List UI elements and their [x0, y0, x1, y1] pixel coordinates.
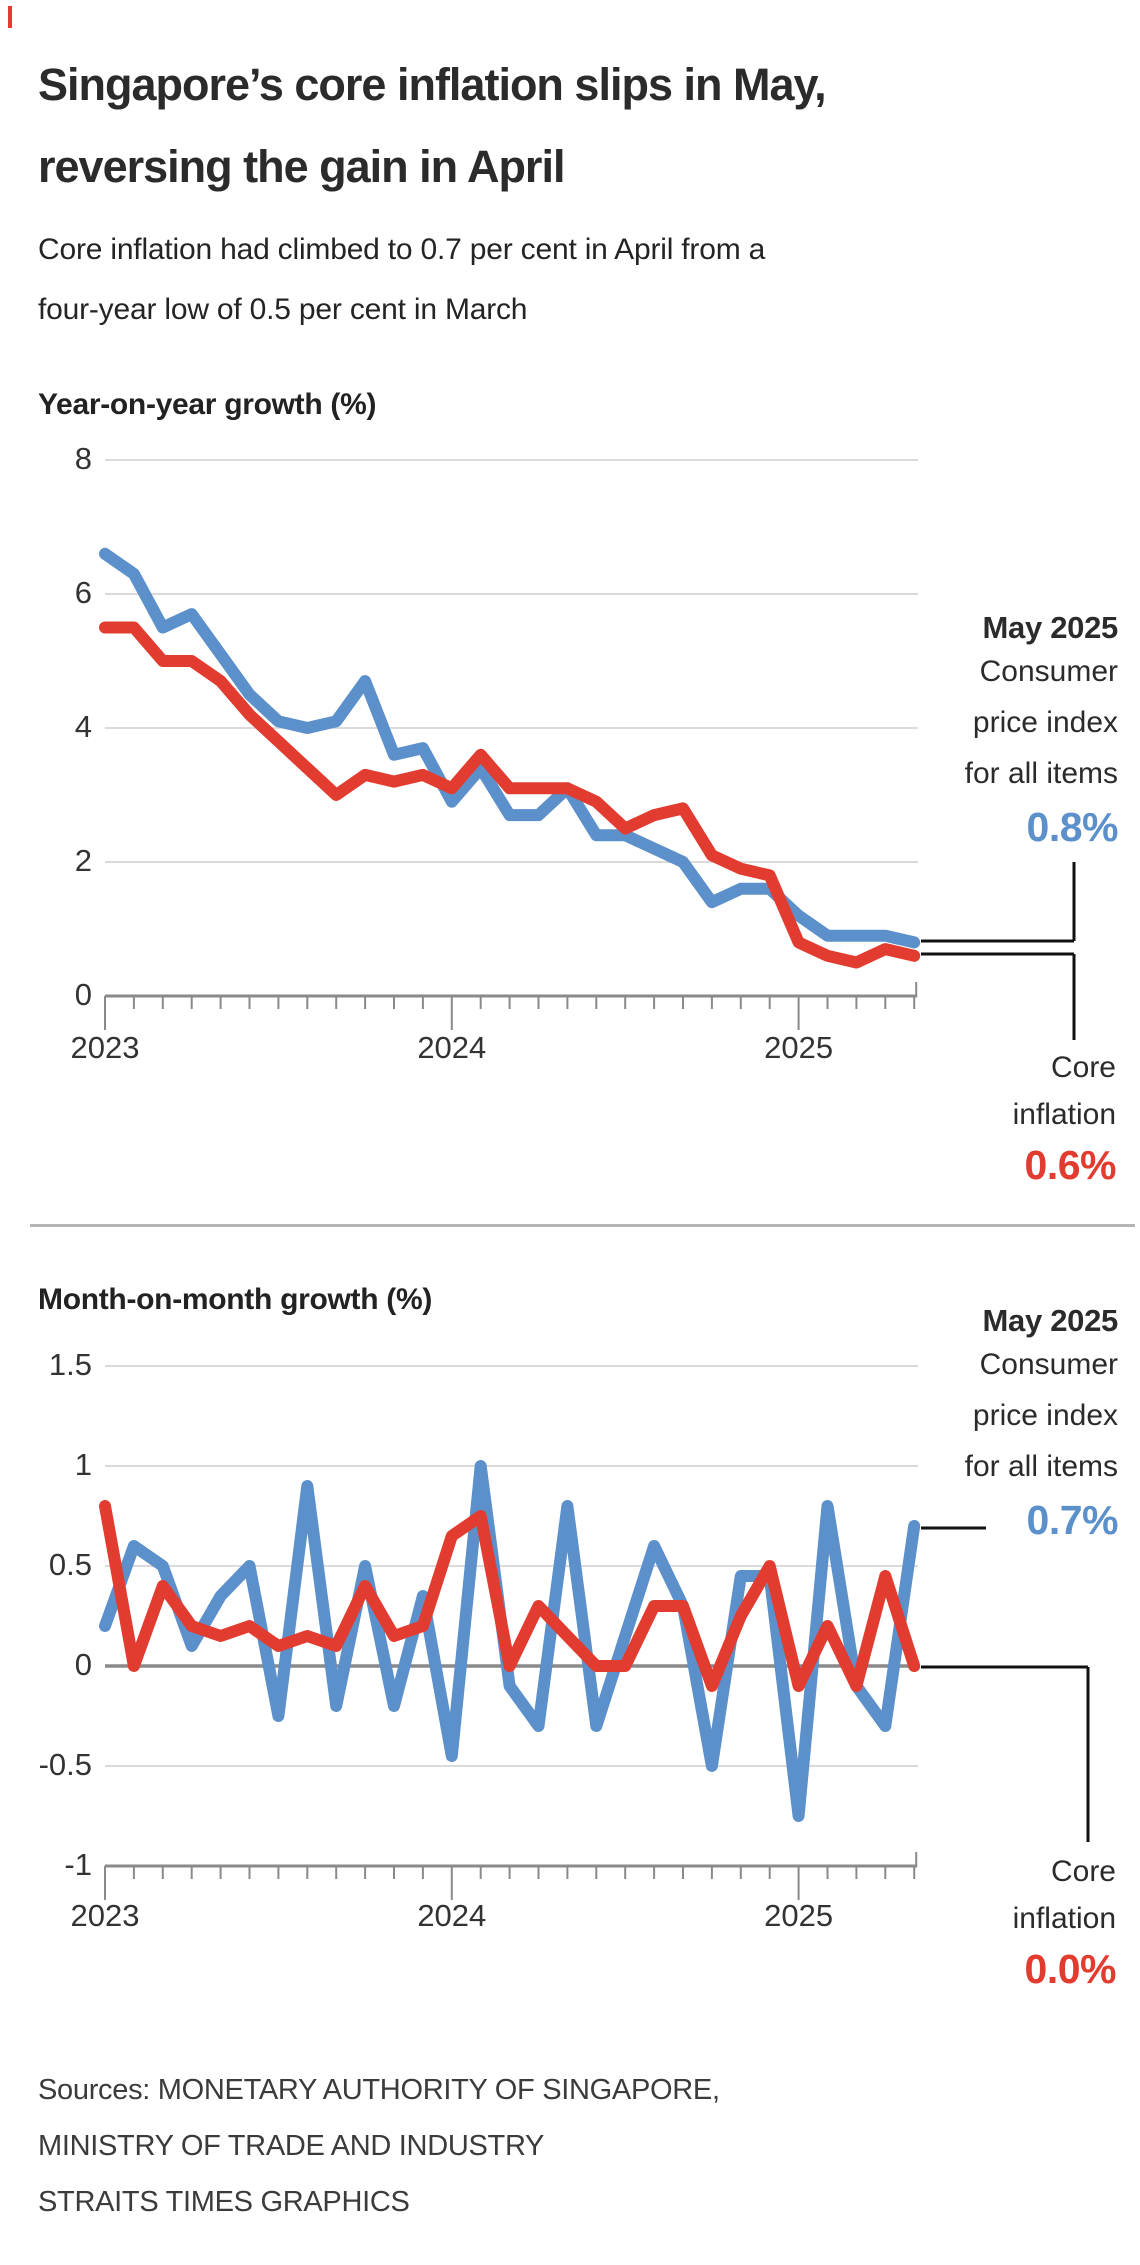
page-title-line-2: reversing the gain in April: [38, 141, 565, 192]
chart-2-core-annotation: Core inflation 0.0%: [1012, 1848, 1117, 1993]
page-title-line-1: Singapore’s core inflation slips in May,: [38, 59, 827, 110]
chart-2-y-tick-label: 0.5: [48, 1547, 92, 1582]
chart-1-x-year-label: 2024: [417, 1030, 487, 1065]
chart-2-x-year-label: 2023: [70, 1898, 140, 1933]
chart-2-annotation-label-2: price index: [972, 1399, 1118, 1432]
chart-1-y-tick-label: 0: [74, 977, 92, 1012]
chart-1-core-label-2: inflation: [1012, 1098, 1116, 1131]
chart-2-core-value: 0.0%: [1024, 1946, 1117, 1992]
chart-1-x-year-label: 2023: [70, 1030, 140, 1065]
chart-1-latest-annotation: May 2025 Consumer price index for all it…: [964, 610, 1119, 850]
page-title: Singapore’s core inflation slips in May,…: [38, 44, 1098, 208]
chart-2-y-tick-label: 1: [74, 1447, 92, 1482]
chart-1-cpi-line: [99, 547, 921, 949]
page-subtitle-line-1: Core inflation had climbed to 0.7 per ce…: [38, 233, 766, 266]
chart-1-y-tick-label: 8: [74, 441, 92, 476]
sources-block: Sources: MONETARY AUTHORITY OF SINGAPORE…: [38, 2062, 1038, 2230]
chart-1-x-year-label: 2025: [764, 1030, 834, 1065]
chart-1-y-tick-label: 6: [74, 575, 92, 610]
chart-1-annotation-label-3: for all items: [964, 757, 1118, 790]
chart-1-annotation-label-2: price index: [972, 706, 1118, 739]
source-line-3: STRAITS TIMES GRAPHICS: [38, 2186, 410, 2218]
chart-2-y-tick-label: 0: [74, 1647, 92, 1682]
chart-1-annotation-label-1: Consumer: [979, 655, 1118, 688]
chart-2-annotation-label-3: for all items: [964, 1450, 1118, 1483]
chart-1-core-inflation-line: [99, 621, 921, 969]
chart-2-latest-annotation: May 2025 Consumer price index for all it…: [964, 1303, 1119, 1543]
chart-2-cpi-line: [99, 1460, 921, 1822]
source-line-2: MINISTRY OF TRADE AND INDUSTRY: [38, 2130, 545, 2162]
page-subtitle-line-2: four-year low of 0.5 per cent in March: [38, 293, 528, 326]
chart-2-core-label-2: inflation: [1012, 1902, 1116, 1935]
chart-2-y-tick-label: -1: [64, 1847, 92, 1882]
chart-1-core-label-1: Core: [1050, 1051, 1116, 1084]
chart-2-core-inflation-line: [99, 1500, 921, 1692]
chart-1-title: Year-on-year growth (%): [38, 388, 377, 421]
brand-corner-mark: [8, 6, 12, 28]
section-divider: [30, 1224, 1135, 1227]
chart-2-annotation-label-1: Consumer: [979, 1348, 1118, 1381]
chart-2-core-label-1: Core: [1050, 1855, 1116, 1888]
chart-2-cpi-value: 0.7%: [1026, 1497, 1119, 1543]
chart-1-y-tick-label: 2: [74, 843, 92, 878]
page-subtitle: Core inflation had climbed to 0.7 per ce…: [38, 220, 1098, 340]
chart-1-annotation-heading: May 2025: [982, 610, 1119, 645]
chart-2-y-tick-label: 1.5: [48, 1347, 92, 1382]
chart-2-title: Month-on-month growth (%): [38, 1283, 433, 1316]
chart-1-cpi-value: 0.8%: [1026, 804, 1119, 850]
chart-2-x-year-label: 2024: [417, 1898, 487, 1933]
chart-2-annotation-heading: May 2025: [982, 1303, 1119, 1338]
chart-2-x-year-label: 2025: [764, 1898, 834, 1933]
source-line-1: Sources: MONETARY AUTHORITY OF SINGAPORE…: [38, 2074, 720, 2106]
chart-1-core-value: 0.6%: [1024, 1142, 1117, 1188]
chart-2-y-tick-label: -0.5: [38, 1747, 92, 1782]
chart-1-core-annotation: Core inflation 0.6%: [1012, 1044, 1117, 1189]
chart-1-y-tick-label: 4: [74, 709, 92, 744]
